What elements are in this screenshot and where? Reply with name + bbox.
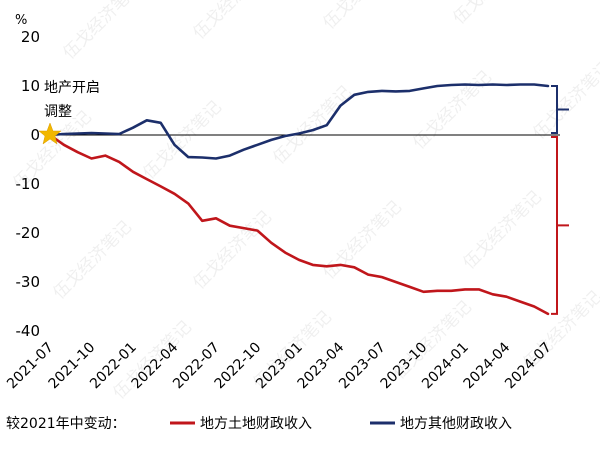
series-line-land [48,133,550,316]
bracket-land [551,136,569,315]
watermark-text: 伍戈经济笔记 [49,217,135,303]
y-tick-label: 20 [21,28,40,46]
start-star-icon [38,122,62,145]
watermark-text: 伍戈经济笔记 [459,187,545,273]
legend-label-land: 地方土地财政收入 [200,416,312,432]
watermark-text: 伍戈经济笔记 [189,0,275,44]
legend-prefix: 较2021年中变动： [6,416,126,432]
series-lines [48,83,550,316]
legend-label-other: 地方其他财政收入 [400,416,512,432]
y-tick-label: 10 [21,77,40,95]
watermark-text: 伍戈经济笔记 [449,0,535,29]
bracket-other [551,85,569,134]
watermark-text: 伍戈经济笔记 [269,82,355,168]
y-axis-ticks: 20 10 0 -10 -20 -30 -40 [16,28,41,340]
watermark-text: 伍戈经济笔记 [319,0,405,34]
annotation-line-2: 调整 [44,104,72,120]
watermark-text: 伍戈经济笔记 [529,57,600,143]
y-tick-label: 0 [30,126,40,144]
watermark-text: 伍戈经济笔记 [139,97,225,183]
x-tick-label: 2024-07 [502,340,555,393]
y-unit-label: % [15,13,27,28]
y-tick-label: -40 [16,322,41,340]
y-tick-label: -20 [16,224,41,242]
annotation-line-1: 地产开启 [44,80,100,96]
change-brackets [551,85,569,315]
watermark-text: 伍戈经济笔记 [59,0,145,64]
legend: 较2021年中变动： 地方土地财政收入 地方其他财政收入 [6,416,512,432]
y-tick-label: -30 [16,273,41,291]
x-axis-ticks: 2021-072021-102022-012022-042022-072022-… [4,339,555,392]
watermark-text: 伍戈经济笔记 [409,67,495,153]
y-tick-label: -10 [16,175,41,193]
series-line-other [48,83,550,160]
